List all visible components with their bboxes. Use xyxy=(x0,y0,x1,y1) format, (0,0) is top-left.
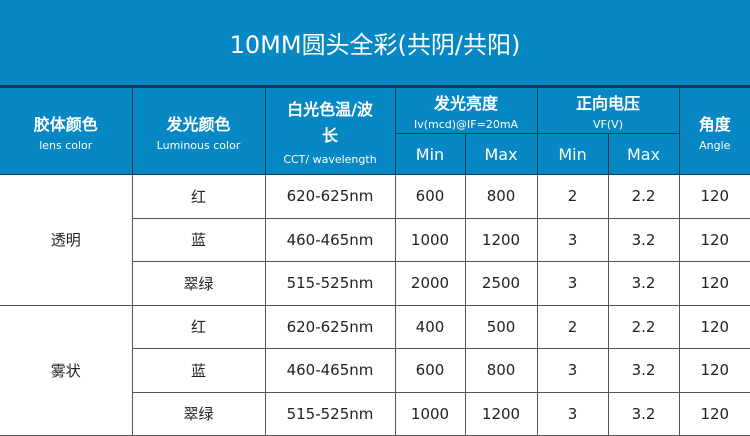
angle-cell: 120 xyxy=(678,261,750,306)
table-row: 雾状红 620-625nm 400 500 2 2.2 120 xyxy=(0,304,750,436)
header-vf-min: Min xyxy=(536,133,609,175)
iv-max-cell: 2500 xyxy=(464,261,538,306)
table-row: 翠绿 515-525nm 1000 1200 3 3.2 120 xyxy=(0,391,750,436)
vf-min-cell: 2 xyxy=(536,174,609,219)
vf-min-cell: 3 xyxy=(536,261,609,306)
luminous-color-cell: 蓝 xyxy=(132,217,266,262)
wavelength-cell: 620-625nm xyxy=(264,174,396,219)
vf-max-cell: 3.2 xyxy=(607,348,680,393)
table-row: 透明红 620-625nm 600 800 2 2.2 120 xyxy=(0,174,750,306)
angle-cell: 120 xyxy=(678,174,750,219)
angle-cell: 120 xyxy=(678,304,750,349)
spec-table: 胶体颜色 lens color 发光颜色 Luminous color 白光色温/波… xyxy=(0,87,750,436)
header-vf-max: Max xyxy=(607,133,680,175)
iv-min-cell: 600 xyxy=(394,174,466,219)
lens-color-cell: 透明 xyxy=(0,174,133,306)
table-body: 透明红 620-625nm 600 800 2 2.2 120 蓝 460-465nm 1000 1… xyxy=(0,174,750,436)
iv-max-cell: 500 xyxy=(464,304,538,349)
table-row: 蓝 460-465nm 600 800 3 3.2 120 xyxy=(0,348,750,393)
header-iv-max: Max xyxy=(464,133,538,175)
header-lens-color: 胶体颜色 lens color xyxy=(0,87,133,175)
vf-min-cell: 3 xyxy=(536,391,609,436)
luminous-color-cell: 翠绿 xyxy=(132,391,266,436)
page-title: 10MM圆头全彩(共阴/共阳) xyxy=(0,0,750,87)
vf-max-cell: 3.2 xyxy=(607,217,680,262)
iv-max-cell: 800 xyxy=(464,174,538,219)
header-angle: 角度 Angle xyxy=(678,87,750,175)
angle-cell: 120 xyxy=(678,217,750,262)
luminous-color-cell: 蓝 xyxy=(132,348,266,393)
wavelength-cell: 460-465nm xyxy=(264,217,396,262)
vf-min-cell: 2 xyxy=(536,304,609,349)
iv-max-cell: 1200 xyxy=(464,217,538,262)
iv-min-cell: 1000 xyxy=(394,217,466,262)
header-voltage: 正向电压 VF(V) xyxy=(536,87,680,134)
iv-max-cell: 1200 xyxy=(464,391,538,436)
iv-max-cell: 800 xyxy=(464,348,538,393)
wavelength-cell: 620-625nm xyxy=(264,304,396,349)
vf-max-cell: 3.2 xyxy=(607,391,680,436)
luminous-color-cell: 翠绿 xyxy=(132,261,266,306)
wavelength-cell: 515-525nm xyxy=(264,391,396,436)
lens-color-cell: 雾状 xyxy=(0,304,133,436)
vf-max-cell: 2.2 xyxy=(607,174,680,219)
angle-cell: 120 xyxy=(678,391,750,436)
header-iv-min: Min xyxy=(395,133,466,175)
wavelength-cell: 515-525nm xyxy=(264,261,396,306)
iv-min-cell: 400 xyxy=(394,304,466,349)
vf-min-cell: 3 xyxy=(536,348,609,393)
vf-max-cell: 3.2 xyxy=(607,261,680,306)
vf-min-cell: 3 xyxy=(536,217,609,262)
header-brightness: 发光亮度 Iv(mcd)@IF=20mA xyxy=(394,87,538,134)
vf-max-cell: 2.2 xyxy=(607,304,680,349)
iv-min-cell: 600 xyxy=(394,348,466,393)
header-luminous-color: 发光颜色 Luminous color xyxy=(131,87,266,175)
wavelength-cell: 460-465nm xyxy=(264,348,396,393)
angle-cell: 120 xyxy=(678,348,750,393)
header-wavelength: 白光色温/波长 CCT/ wavelength xyxy=(264,87,396,175)
iv-min-cell: 1000 xyxy=(394,391,466,436)
iv-min-cell: 2000 xyxy=(394,261,466,306)
luminous-color-cell: 红 xyxy=(131,174,266,219)
luminous-color-cell: 红 xyxy=(131,304,266,349)
table-row: 翠绿 515-525nm 2000 2500 3 3.2 120 xyxy=(0,261,750,306)
